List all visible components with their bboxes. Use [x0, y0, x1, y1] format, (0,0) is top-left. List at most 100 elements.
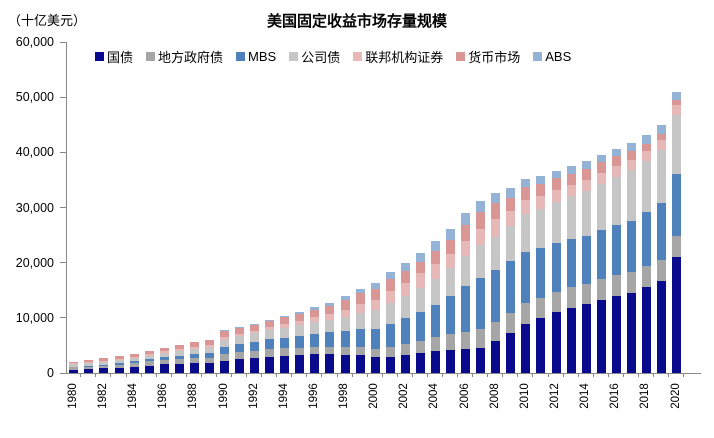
- legend-label-treasury: 国债: [107, 50, 134, 65]
- legend-label-mbs: MBS: [248, 49, 277, 64]
- bar-2003-federal-agency: [415, 273, 425, 288]
- bar-1992-corporate: [250, 333, 260, 342]
- bar-1993-corporate: [265, 330, 275, 340]
- bar-2020-treasury: [672, 257, 682, 373]
- x-axis-tick-40: [668, 374, 670, 377]
- bar-2011-abs: [536, 175, 546, 184]
- bar-2009: [506, 188, 516, 373]
- x-axis-tick-21: [381, 374, 383, 377]
- bar-2006-treasury: [461, 349, 471, 373]
- bar-2007-abs: [476, 200, 486, 212]
- bar-1980: [69, 361, 79, 373]
- bar-2007-money-market: [476, 211, 486, 230]
- bar-2015-municipal: [596, 279, 606, 301]
- bar-1982-money-market: [99, 358, 109, 361]
- bar-2006-mbs: [461, 285, 471, 332]
- bar-1986: [159, 347, 169, 373]
- bar-1998-municipal: [340, 346, 350, 355]
- bar-1995-corporate: [295, 325, 305, 336]
- x-axis-tick-38: [637, 374, 639, 377]
- y-axis-label-60,000: 60,000: [15, 35, 54, 49]
- bar-2015-federal-agency: [596, 172, 606, 184]
- bar-1992: [250, 323, 260, 373]
- bar-1984: [129, 353, 139, 373]
- bar-2005-money-market: [446, 239, 456, 254]
- bar-1989: [204, 339, 214, 373]
- y-axis-label-50,000: 50,000: [15, 90, 54, 105]
- bar-2004-corporate: [430, 278, 440, 305]
- bar-2001-federal-agency: [385, 290, 395, 303]
- bar-2001: [385, 271, 395, 373]
- bar-2011-mbs: [536, 247, 546, 298]
- bar-1997-treasury: [325, 353, 335, 373]
- x-axis-tick-11: [231, 374, 233, 377]
- bar-2011-treasury: [536, 318, 546, 373]
- x-axis-tick-10: [215, 374, 217, 377]
- bar-2012-municipal: [551, 291, 561, 313]
- x-axis-tick-4: [125, 374, 127, 377]
- x-axis-label-2010: 2010: [518, 383, 531, 409]
- bar-1982-federal-agency: [99, 360, 109, 363]
- bar-2001-abs: [385, 271, 395, 279]
- x-axis-label-2012: 2012: [549, 383, 562, 409]
- bar-2015-treasury: [596, 300, 606, 373]
- x-axis-tick-17: [321, 374, 323, 377]
- x-axis-label-2000: 2000: [368, 383, 381, 409]
- bar-2003-treasury: [415, 353, 425, 373]
- bar-2019-municipal: [657, 259, 667, 282]
- bar-1991-abs: [235, 327, 245, 328]
- x-axis-tick-8: [185, 374, 187, 377]
- x-axis-tick-35: [592, 374, 594, 377]
- bar-1986-treasury: [159, 364, 169, 373]
- bar-1990-municipal: [220, 354, 229, 361]
- bar-1983-mbs: [114, 363, 124, 365]
- bar-1981-mbs: [84, 366, 94, 367]
- legend-item-mbs: MBS: [236, 49, 276, 64]
- legend-swatch-municipal: [146, 52, 156, 61]
- x-axis-label-2018: 2018: [639, 383, 652, 409]
- bar-1996-municipal: [310, 346, 320, 354]
- bar-2002: [400, 262, 410, 373]
- bar-2002-abs: [400, 262, 410, 272]
- bar-1995-federal-agency: [295, 320, 305, 326]
- bar-2018-mbs: [641, 212, 651, 266]
- bar-2020-municipal: [672, 235, 682, 258]
- bar-1995-treasury: [295, 354, 305, 373]
- bar-1997-corporate: [325, 319, 335, 333]
- bar-2010-corporate: [521, 214, 531, 253]
- x-axis-tick-13: [261, 374, 263, 377]
- bar-1981-treasury: [84, 369, 94, 373]
- x-axis-label-2002: 2002: [398, 383, 411, 409]
- bar-1988-mbs: [189, 354, 199, 359]
- x-axis-tick-36: [607, 374, 609, 377]
- legend-label-corporate: 公司债: [301, 50, 341, 65]
- bar-2014-federal-agency: [581, 180, 591, 192]
- bar-1982-treasury: [99, 368, 109, 373]
- bar-1997-mbs: [325, 332, 335, 347]
- bar-1985-mbs: [144, 359, 154, 362]
- bar-1999-treasury: [355, 354, 365, 373]
- bar-2008-abs: [491, 192, 501, 203]
- bar-1980-mbs: [69, 366, 79, 368]
- bar-2009-federal-agency: [506, 211, 516, 227]
- legend-swatch-money-market: [456, 52, 466, 61]
- bar-1994-municipal: [280, 348, 290, 356]
- bar-2010-federal-agency: [521, 200, 531, 215]
- x-axis-tick-23: [411, 374, 413, 377]
- bar-2014: [581, 161, 591, 373]
- bar-2016-treasury: [611, 296, 621, 373]
- bar-2007-municipal: [476, 329, 486, 349]
- bar-1989-federal-agency: [204, 345, 214, 348]
- bar-2019-mbs: [657, 202, 667, 260]
- bar-2010-treasury: [521, 324, 531, 373]
- bar-1996-federal-agency: [310, 317, 320, 323]
- x-axis-tick-16: [306, 374, 308, 377]
- bar-1993-treasury: [265, 356, 275, 373]
- bar-2000: [370, 282, 380, 373]
- legend-item-federal-agency: 联邦机构证券: [353, 47, 443, 66]
- bar-1985-money-market: [144, 350, 154, 355]
- y-axis-unit-label: （十亿美元）: [8, 13, 87, 28]
- bar-1993-mbs: [265, 339, 275, 349]
- bar-2006-municipal: [461, 331, 471, 350]
- bar-1997-abs: [325, 302, 335, 306]
